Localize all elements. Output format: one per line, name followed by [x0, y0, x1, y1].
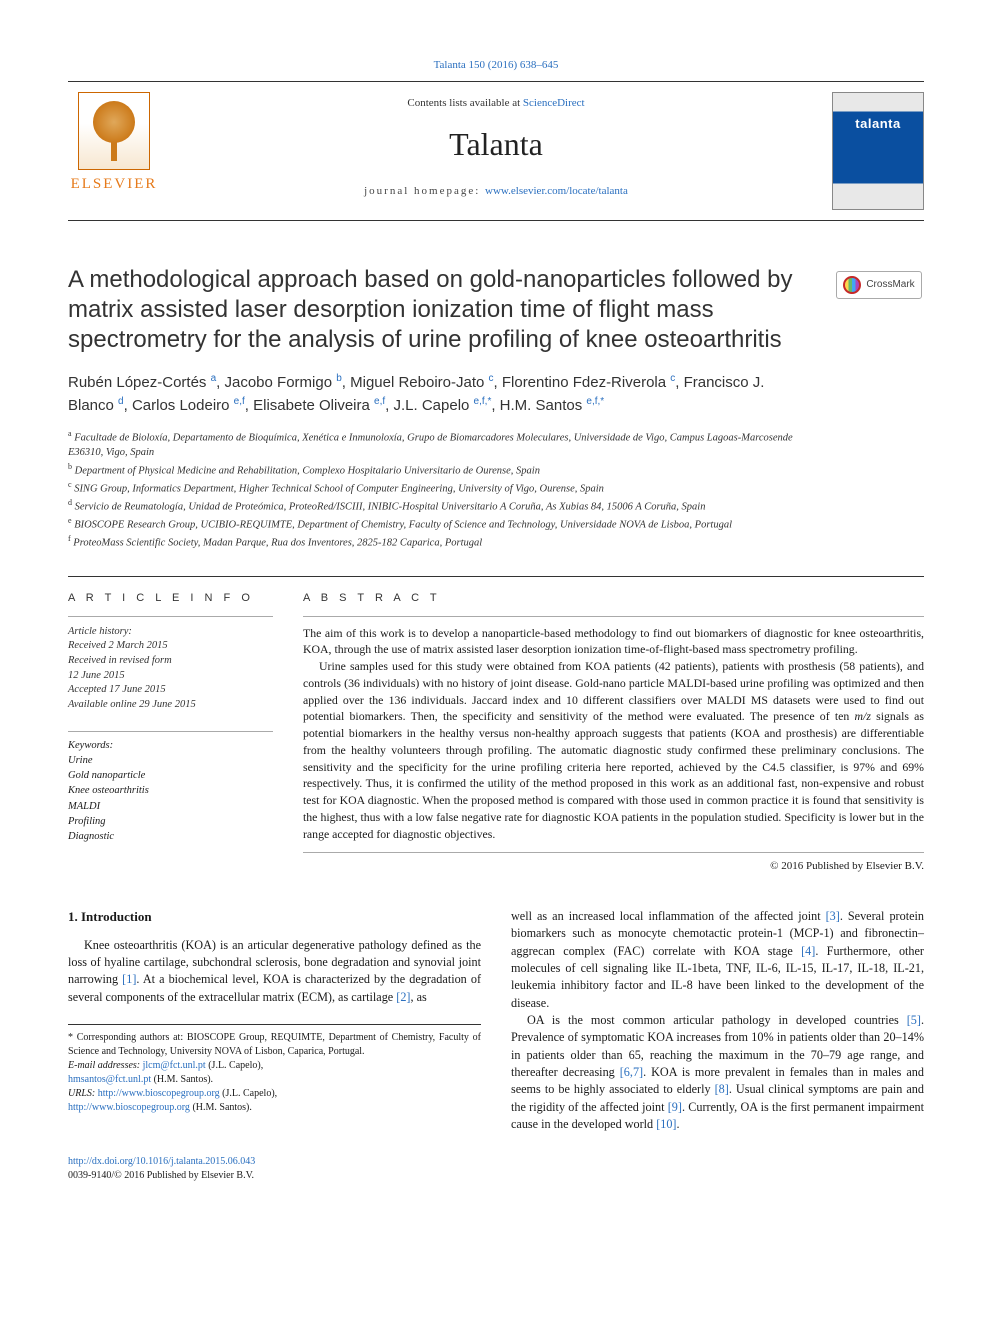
keyword-item: Knee osteoarthritis [68, 783, 273, 798]
issn-line: 0039-9140/© 2016 Published by Elsevier B… [68, 1170, 254, 1181]
ref-link-8[interactable]: [8] [715, 1082, 729, 1096]
sciencedirect-link[interactable]: ScienceDirect [523, 97, 585, 109]
intro-heading: 1. Introduction [68, 908, 481, 926]
url-link-1[interactable]: http://www.bioscopegroup.org [98, 1088, 220, 1099]
author-list: Rubén López-Cortés a, Jacobo Formigo b, … [68, 371, 814, 418]
history-item: Available online 29 June 2015 [68, 698, 273, 713]
journal-homepage: journal homepage: www.elsevier.com/locat… [180, 184, 812, 199]
journal-cover-icon: talanta [832, 92, 924, 210]
keyword-item: Urine [68, 753, 273, 768]
crossmark-badge[interactable]: CrossMark [836, 271, 922, 299]
affiliation-item: d Servicio de Reumatología, Unidad de Pr… [68, 497, 814, 515]
doi-link[interactable]: http://dx.doi.org/10.1016/j.talanta.2015… [68, 1156, 255, 1167]
section-rule [68, 576, 924, 577]
ref-link-5[interactable]: [5] [907, 1013, 921, 1027]
keywords-block: Keywords: UrineGold nanoparticleKnee ost… [68, 731, 273, 845]
journal-name: Talanta [180, 123, 812, 166]
ref-link-4[interactable]: [4] [801, 944, 815, 958]
url-who: (H.M. Santos). [190, 1102, 252, 1113]
history-label: Article history: [68, 625, 273, 640]
history-item: Received 2 March 2015 [68, 639, 273, 654]
keyword-item: Diagnostic [68, 829, 273, 844]
intro-para-3: OA is the most common articular patholog… [511, 1012, 924, 1133]
masthead: ELSEVIER Contents lists available at Sci… [68, 81, 924, 221]
cover-label: talanta [833, 115, 923, 133]
homepage-label: journal homepage: [364, 185, 485, 197]
email-who: (J.L. Capelo), [206, 1060, 264, 1071]
abstract-body: The aim of this work is to develop a nan… [303, 616, 924, 854]
url-who: (J.L. Capelo), [220, 1088, 278, 1099]
article-info-heading: A R T I C L E I N F O [68, 591, 273, 606]
intro-text: , as [410, 990, 426, 1004]
abstract-col: A B S T R A C T The aim of this work is … [303, 591, 924, 874]
crossmark-block[interactable]: CrossMark [836, 265, 924, 552]
keyword-item: Profiling [68, 814, 273, 829]
citation-line: Talanta 150 (2016) 638–645 [68, 58, 924, 73]
email-line: E-mail addresses: jlcm@fct.unl.pt (J.L. … [68, 1059, 481, 1073]
affiliation-list: a Facultade de Bioloxía, Departamento de… [68, 428, 814, 552]
email-who: (H.M. Santos). [151, 1074, 213, 1085]
ref-link-1[interactable]: [1] [122, 972, 136, 986]
intro-para-2: well as an increased local inflammation … [511, 908, 924, 1012]
article-info-col: A R T I C L E I N F O Article history: R… [68, 591, 273, 874]
article-history: Article history: Received 2 March 2015Re… [68, 616, 273, 713]
history-item: Received in revised form [68, 654, 273, 669]
corresponding-note: * Corresponding authors at: BIOSCOPE Gro… [68, 1031, 481, 1059]
crossmark-icon [843, 276, 861, 294]
ref-link-6[interactable]: [6 [620, 1065, 630, 1079]
urls-line-2: http://www.bioscopegroup.org (H.M. Santo… [68, 1101, 481, 1115]
publisher-name: ELSEVIER [71, 174, 158, 194]
intro-para-1: Knee osteoarthritis (KOA) is an articula… [68, 937, 481, 1006]
main-text: 1. Introduction Knee osteoarthritis (KOA… [68, 908, 924, 1133]
lists-available-text: Contents lists available at [407, 97, 522, 109]
keywords-label: Keywords: [68, 738, 273, 753]
email-line-2: hmsantos@fct.unl.pt (H.M. Santos). [68, 1073, 481, 1087]
keyword-item: MALDI [68, 799, 273, 814]
ref-link-9[interactable]: [9] [668, 1100, 682, 1114]
article-title: A methodological approach based on gold-… [68, 265, 814, 355]
abstract-paragraph: The aim of this work is to develop a nan… [303, 625, 924, 659]
affiliation-item: b Department of Physical Medicine and Re… [68, 461, 814, 479]
footnotes: * Corresponding authors at: BIOSCOPE Gro… [68, 1024, 481, 1115]
urls-line: URLS: http://www.bioscopegroup.org (J.L.… [68, 1087, 481, 1101]
affiliation-item: f ProteoMass Scientific Society, Madan P… [68, 533, 814, 551]
intro-text: OA is the most common articular patholog… [527, 1013, 907, 1027]
intro-text: . [677, 1117, 680, 1131]
affiliation-item: c SING Group, Informatics Department, Hi… [68, 479, 814, 497]
history-item: 12 June 2015 [68, 669, 273, 684]
cover-thumb: talanta [832, 92, 924, 210]
ref-link-2[interactable]: [2] [396, 990, 410, 1004]
ref-link-7[interactable]: ,7] [630, 1065, 643, 1079]
email-link-2[interactable]: hmsantos@fct.unl.pt [68, 1074, 151, 1085]
elsevier-tree-icon [78, 92, 150, 170]
abstract-heading: A B S T R A C T [303, 591, 924, 606]
urls-label: URLS: [68, 1088, 98, 1099]
intro-text: well as an increased local inflammation … [511, 909, 826, 923]
url-link-2[interactable]: http://www.bioscopegroup.org [68, 1102, 190, 1113]
history-item: Accepted 17 June 2015 [68, 683, 273, 698]
affiliation-item: a Facultade de Bioloxía, Departamento de… [68, 428, 814, 461]
email-link-1[interactable]: jlcm@fct.unl.pt [143, 1060, 206, 1071]
masthead-center: Contents lists available at ScienceDirec… [180, 92, 812, 199]
abstract-copyright: © 2016 Published by Elsevier B.V. [303, 859, 924, 874]
publisher-logo-block: ELSEVIER [68, 92, 160, 194]
lists-available: Contents lists available at ScienceDirec… [180, 96, 812, 111]
affiliation-item: e BIOSCOPE Research Group, UCIBIO-REQUIM… [68, 515, 814, 533]
doi-block: http://dx.doi.org/10.1016/j.talanta.2015… [68, 1155, 924, 1183]
abstract-paragraph: Urine samples used for this study were o… [303, 658, 924, 842]
email-label: E-mail addresses: [68, 1060, 143, 1071]
ref-link-10[interactable]: [10] [656, 1117, 676, 1131]
crossmark-label: CrossMark [866, 278, 914, 292]
keyword-item: Gold nanoparticle [68, 768, 273, 783]
ref-link-3[interactable]: [3] [826, 909, 840, 923]
homepage-link[interactable]: www.elsevier.com/locate/talanta [485, 185, 628, 197]
